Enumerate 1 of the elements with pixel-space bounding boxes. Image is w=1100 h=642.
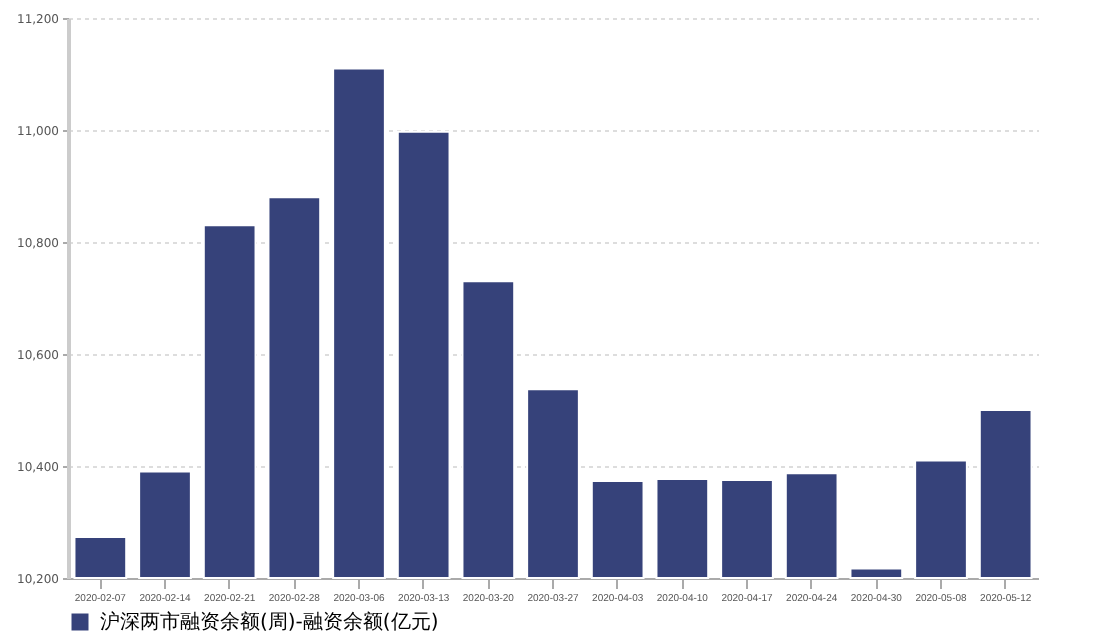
legend-label: 沪深两市融资余额(周)-融资余额(亿元): [100, 610, 439, 634]
